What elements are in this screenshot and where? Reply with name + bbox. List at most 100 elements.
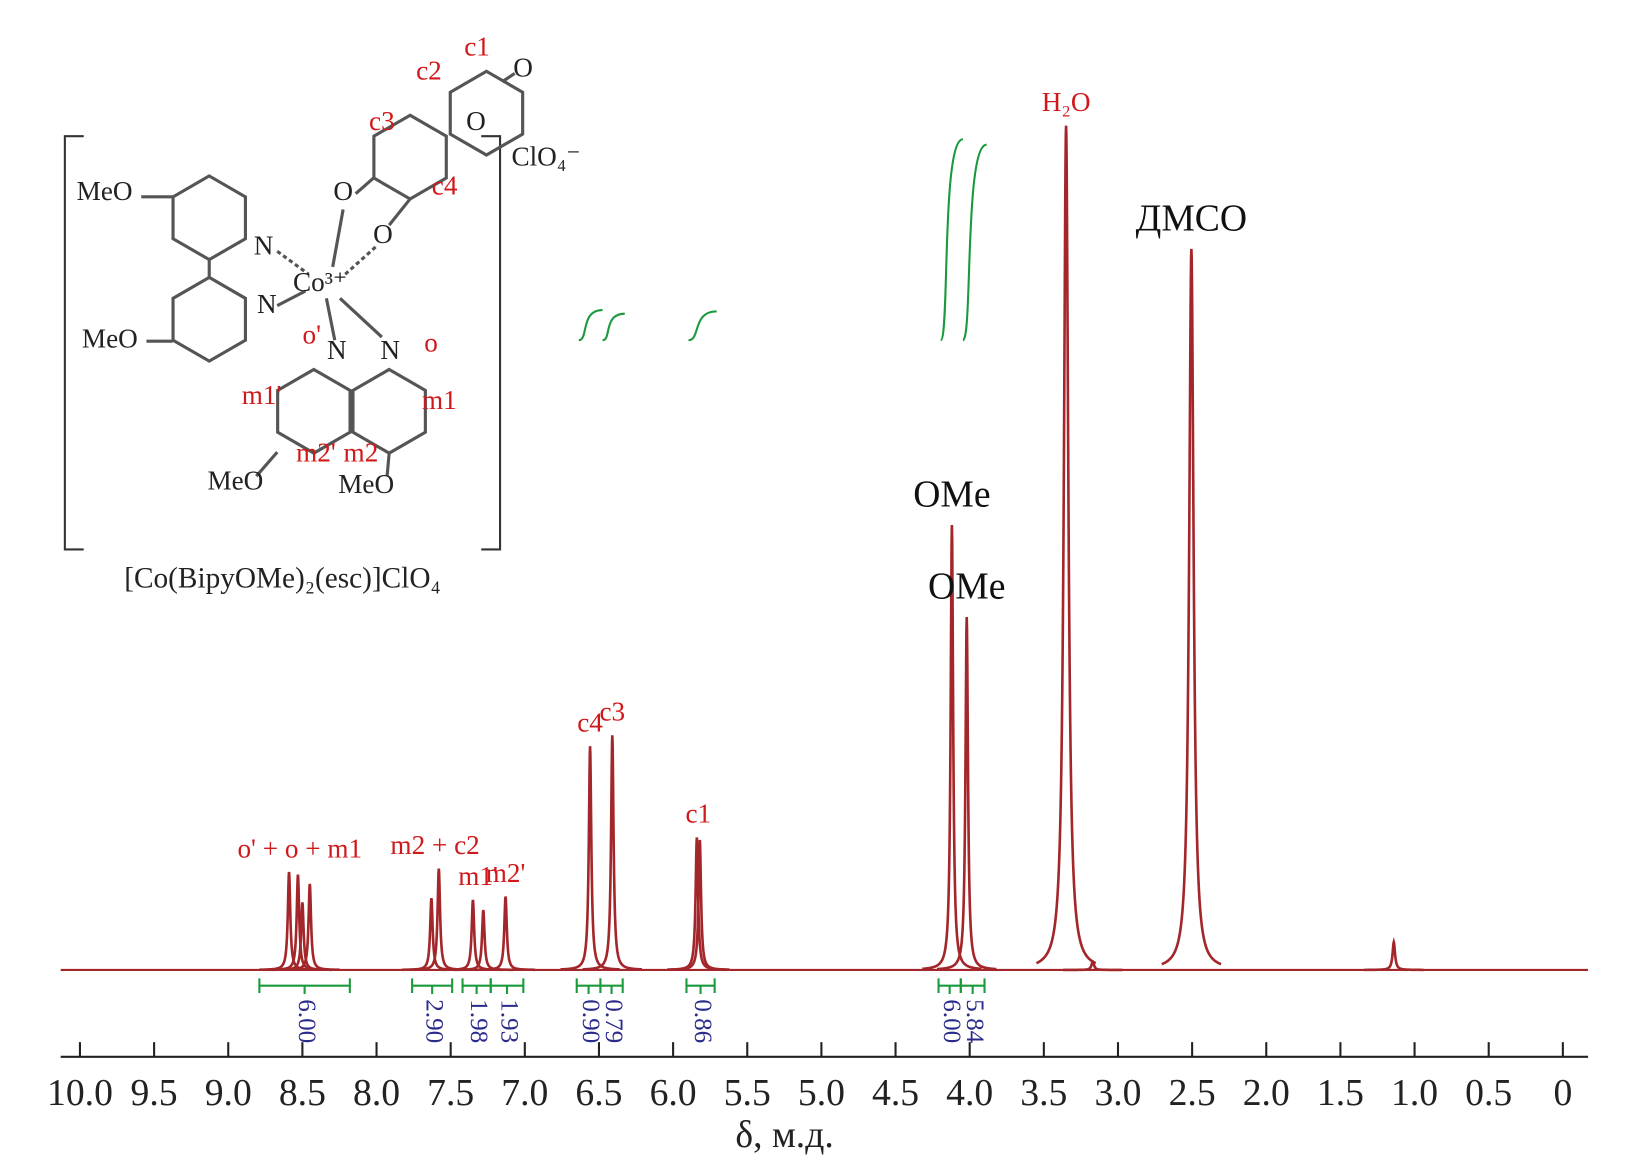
x-tick-label: 9.5: [131, 1072, 178, 1114]
bond-line: [276, 249, 310, 276]
atom-label: O: [373, 219, 393, 249]
atom-label: N: [254, 230, 274, 260]
bond-line: [385, 453, 391, 477]
bond-line: [501, 72, 516, 84]
atom-position-label: o': [303, 319, 321, 349]
x-tick-label: 9.0: [205, 1072, 252, 1114]
peak: [670, 839, 730, 971]
x-tick-label: 1.5: [1317, 1072, 1364, 1114]
atom-label: O: [513, 53, 533, 83]
peak: [280, 883, 340, 972]
integral-value: 0.90: [577, 999, 604, 1043]
ring: [276, 367, 352, 455]
integral-curve: [961, 143, 988, 342]
bond-line: [324, 298, 337, 341]
integral-value: 5.84: [961, 999, 988, 1043]
peak-label: o' + o + m1: [237, 833, 362, 863]
integral-bracket: [411, 978, 454, 995]
atom-position-label: m1': [242, 380, 282, 410]
integral-bracket: [959, 978, 986, 995]
x-tick-label: 5.5: [724, 1072, 771, 1114]
integral-value: 1.98: [465, 999, 492, 1043]
bond-line: [354, 176, 375, 195]
bond-line: [344, 244, 378, 276]
integral-value: 2.90: [420, 999, 447, 1043]
peak-label: OMe: [928, 566, 1005, 608]
integral-value: 6.00: [293, 999, 320, 1043]
atom-position-label: m2: [344, 437, 379, 467]
atom-label: N: [327, 335, 347, 365]
atom-position-label: c3: [369, 106, 395, 136]
atom-label: N: [257, 289, 277, 319]
integral-value: 1.93: [495, 999, 522, 1043]
atom-label: MeO: [338, 469, 394, 499]
peak-label: m2 + c2: [390, 830, 479, 860]
x-tick-label: 5.0: [798, 1072, 845, 1114]
atom-position-label: m1: [422, 385, 457, 415]
x-tick-label: 3.5: [1020, 1072, 1067, 1114]
peak: [1161, 248, 1222, 966]
integral-curve: [939, 138, 964, 342]
x-tick-label: 1.0: [1391, 1072, 1438, 1114]
x-axis-title: δ, м.д.: [735, 1114, 833, 1156]
atom-position-label: c4: [432, 171, 458, 201]
peak-label: ДМСО: [1136, 197, 1247, 239]
peak: [922, 525, 982, 971]
x-tick-label: 7.0: [501, 1072, 548, 1114]
bond-line: [387, 197, 412, 227]
x-tick-label: 7.5: [427, 1072, 474, 1114]
x-tick-label: 2.5: [1169, 1072, 1216, 1114]
peak: [268, 874, 328, 972]
atom-label: O: [333, 176, 353, 206]
atom-label: N: [380, 335, 400, 365]
integral-value: 0.79: [600, 999, 627, 1043]
x-tick-label: 3.0: [1094, 1072, 1141, 1114]
x-tick-label: 0: [1553, 1072, 1572, 1114]
atom-label: O: [466, 106, 486, 136]
x-tick-label: 6.0: [650, 1072, 697, 1114]
x-tick-label: 6.5: [575, 1072, 622, 1114]
peak-label: m2': [486, 858, 526, 888]
x-tick-label: 4.5: [872, 1072, 919, 1114]
structure-caption: [Co(BipyOMe)₂(esc)]ClO₄: [124, 563, 440, 595]
integral-value: 0.86: [689, 999, 716, 1043]
x-tick-label: 8.0: [353, 1072, 400, 1114]
bond-line: [338, 297, 383, 339]
integral-bracket: [258, 978, 351, 995]
atom-label: ClO₄⁻: [512, 141, 581, 171]
bond-line: [331, 209, 345, 268]
peak: [1035, 125, 1097, 965]
peak-label: c4: [577, 708, 603, 738]
bonds: [141, 69, 525, 478]
bond-line: [255, 451, 279, 478]
integral-bracket: [685, 978, 716, 995]
atom-label: MeO: [82, 323, 138, 353]
ring: [171, 174, 247, 262]
atom-position-label: m2': [296, 437, 336, 467]
integral-curve: [688, 310, 717, 342]
x-tick-label: 8.5: [279, 1072, 326, 1114]
peak-label: c3: [599, 697, 625, 727]
integral-value: 6.00: [938, 999, 965, 1043]
atom-position-label: c2: [416, 56, 442, 86]
atom-label: Co³⁺: [293, 267, 347, 297]
x-tick-label: 4.0: [946, 1072, 993, 1114]
peak-label: OMe: [913, 473, 990, 515]
x-tick-label: 0.5: [1465, 1072, 1512, 1114]
peak: [936, 617, 997, 971]
x-tick-label: 2.0: [1243, 1072, 1290, 1114]
peak-label: m1': [458, 861, 498, 891]
peak-label: c1: [685, 799, 711, 829]
bond-line: [276, 289, 307, 308]
integral-curve: [602, 312, 625, 342]
peak: [1063, 959, 1123, 972]
x-tick-label: 10.0: [47, 1072, 113, 1114]
peak: [1364, 937, 1424, 972]
integral-bracket: [461, 978, 492, 995]
ring: [171, 275, 247, 363]
peak: [443, 899, 503, 972]
atom-label: MeO: [77, 176, 133, 206]
peak-label: H₂O: [1042, 87, 1091, 117]
atom-position-label: c1: [464, 32, 490, 62]
